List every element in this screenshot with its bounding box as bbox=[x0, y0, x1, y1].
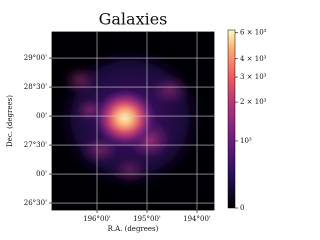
y-tick-label: 00' bbox=[36, 112, 47, 120]
colorbar-tick-label: 2 × 10³ bbox=[240, 98, 267, 106]
chart: Galaxies R.A. (degrees) Dec. (degrees) 1… bbox=[6, 10, 267, 234]
colorbar-tick-label: 3 × 10³ bbox=[240, 73, 267, 81]
x-tick-label: 195°00' bbox=[133, 215, 161, 223]
y-tick-label: 28°30' bbox=[24, 83, 47, 91]
x-axis-label: R.A. (degrees) bbox=[108, 225, 159, 233]
x-tick-label: 196°00' bbox=[83, 215, 111, 223]
colorbar-tick-label: 10³ bbox=[240, 137, 252, 145]
heatmap-image bbox=[52, 32, 214, 210]
y-tick-label: 26°30' bbox=[24, 199, 47, 207]
chart-title: Galaxies bbox=[99, 10, 168, 29]
plot-frame bbox=[51, 31, 215, 211]
y-tick-label: 27°30' bbox=[24, 141, 47, 149]
y-tick-label: 00' bbox=[36, 170, 47, 178]
colorbar-tick-label: 4 × 10³ bbox=[240, 55, 267, 63]
colorbar-tick-label: 6 × 10³ bbox=[240, 29, 267, 37]
colorbar-tick-label: 0 bbox=[240, 204, 244, 212]
colorbar bbox=[227, 29, 236, 209]
y-tick-label: 29°00' bbox=[24, 54, 47, 62]
y-axis-label: Dec. (degrees) bbox=[6, 95, 14, 147]
x-tick-label: 194°00' bbox=[183, 215, 211, 223]
